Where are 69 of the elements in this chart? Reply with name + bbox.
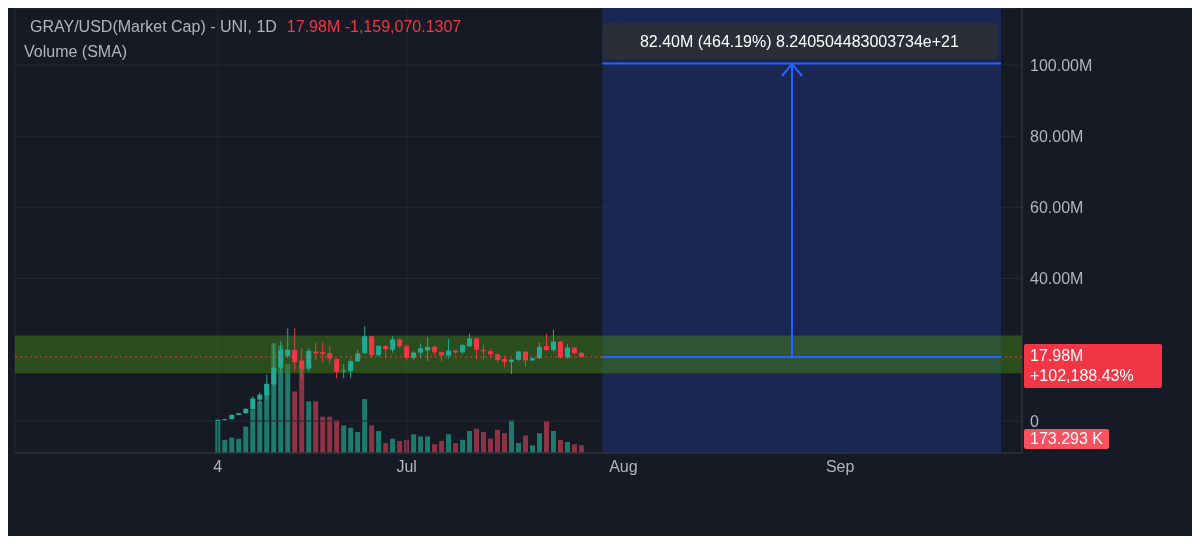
bar — [243, 426, 249, 453]
bar — [509, 420, 515, 453]
bar — [495, 429, 501, 453]
bar — [285, 363, 291, 453]
bar — [362, 399, 368, 453]
bar — [397, 440, 403, 453]
bar — [425, 436, 431, 453]
bar — [222, 439, 228, 453]
bar — [418, 436, 424, 453]
bar — [557, 439, 563, 453]
bar — [523, 435, 528, 453]
candlestick — [446, 338, 452, 360]
bar — [320, 416, 326, 453]
text: 173.293 K — [1024, 429, 1109, 449]
bar — [550, 431, 556, 453]
bar — [571, 444, 577, 453]
bar — [564, 442, 570, 453]
x-tick-label: 4 — [213, 458, 223, 476]
bar — [369, 425, 375, 453]
bar — [474, 428, 480, 453]
candlestick — [278, 340, 284, 374]
bar — [502, 433, 508, 453]
bar — [292, 391, 298, 453]
bar — [236, 438, 242, 453]
y-tick-label: 100.00M — [1030, 56, 1093, 74]
bar — [529, 445, 535, 453]
bar — [390, 438, 396, 453]
bar — [453, 443, 459, 453]
candlestick — [341, 363, 347, 379]
bar — [411, 434, 417, 453]
candlestick — [550, 329, 556, 353]
bar — [446, 434, 452, 453]
bar — [229, 437, 235, 453]
bar — [439, 440, 445, 453]
candlestick — [362, 325, 368, 354]
y-tick-label: 0 — [1030, 412, 1039, 430]
candlestick — [348, 358, 354, 379]
bar — [536, 433, 542, 453]
bar — [348, 427, 354, 453]
bar — [383, 443, 389, 453]
bar — [543, 421, 549, 453]
bar — [334, 420, 340, 453]
y-tick-label: 80.00M — [1030, 127, 1084, 145]
bar — [250, 410, 256, 453]
bar — [578, 445, 584, 453]
x-tick-label: Jul — [396, 458, 417, 476]
bar — [481, 432, 487, 453]
y-tick-label: 60.00M — [1030, 199, 1084, 217]
bar — [432, 444, 438, 453]
bar — [460, 439, 466, 453]
bar — [341, 425, 347, 453]
bar — [376, 431, 382, 453]
bar — [488, 438, 494, 453]
ref-line-label: 17.98M +102,188.43% — [1024, 343, 1162, 388]
bar — [355, 432, 361, 453]
y-tick-label: 40.00M — [1030, 270, 1084, 288]
bar — [467, 431, 473, 453]
text: 17.98M -1,159,070.1307 — [286, 18, 462, 35]
bar — [313, 401, 319, 453]
x-tick-label: Aug — [609, 458, 638, 476]
candlestick — [285, 327, 291, 359]
bar — [327, 416, 333, 453]
bar — [306, 401, 312, 453]
chart-title: Volume (SMA) — [24, 43, 128, 61]
bar — [516, 443, 521, 453]
text: GRAY/USD(Market Cap) - UNI, 1D — [30, 18, 277, 35]
x-tick-label: Sep — [825, 458, 855, 476]
candlestick — [306, 347, 312, 373]
band-label: 82.40M (464.19%) 8.240504483003734e+21 — [639, 33, 959, 50]
